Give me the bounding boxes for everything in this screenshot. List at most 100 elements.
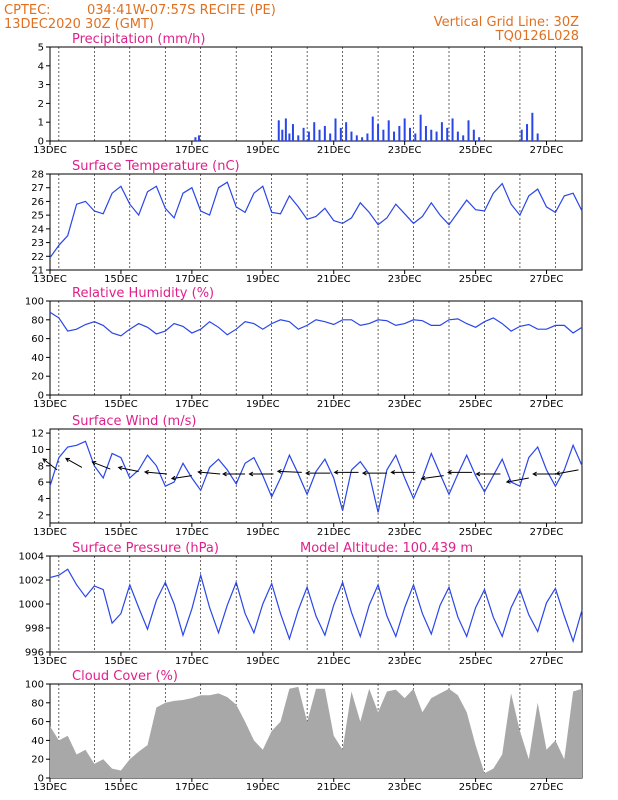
x-tick-label: 21DEC bbox=[317, 527, 351, 538]
x-tick-label: 15DEC bbox=[104, 274, 138, 285]
y-tick-label: 40 bbox=[31, 353, 44, 364]
precip-bar bbox=[430, 129, 433, 141]
x-tick-label: 17DEC bbox=[175, 527, 209, 538]
y-tick-label: 100 bbox=[25, 680, 44, 691]
precip-bar bbox=[393, 131, 396, 141]
x-tick-label: 13DEC bbox=[33, 527, 67, 538]
y-tick-label: 10 bbox=[31, 445, 44, 456]
y-tick-label: 80 bbox=[31, 698, 44, 709]
precip-bar bbox=[345, 122, 348, 141]
wind-arrow bbox=[91, 461, 111, 470]
x-tick-label: 17DEC bbox=[175, 399, 209, 410]
x-tick-label: 13DEC bbox=[33, 274, 67, 285]
wind-arrow bbox=[333, 469, 359, 475]
precip-bar bbox=[478, 137, 481, 141]
panel-2: 0 20 40 60 80 100 13DEC 15DEC 17DEC 19DEC 21DEC 23D… bbox=[25, 286, 583, 410]
y-tick-label: 23 bbox=[31, 238, 44, 249]
precip-bar bbox=[350, 131, 353, 141]
x-tick-label: 21DEC bbox=[317, 399, 351, 410]
y-tick-label: 0 bbox=[38, 137, 44, 148]
y-tick-label: 100 bbox=[25, 297, 44, 308]
panel-frame bbox=[49, 428, 583, 524]
precip-bar bbox=[277, 120, 280, 141]
y-tick-label: 1002 bbox=[19, 576, 44, 587]
y-tick-label: 60 bbox=[31, 717, 44, 728]
header-grid-label: Vertical Grid Line: 30Z bbox=[434, 15, 579, 30]
precip-bar bbox=[288, 133, 291, 141]
x-tick-label: 27DEC bbox=[530, 399, 564, 410]
y-tick-label: 80 bbox=[31, 315, 44, 326]
y-tick-label: 1 bbox=[38, 118, 44, 129]
x-tick-label: 15DEC bbox=[104, 527, 138, 538]
precip-bar bbox=[194, 137, 197, 141]
y-tick-label: 12 bbox=[31, 429, 44, 440]
wind-arrow bbox=[420, 475, 444, 481]
y-tick-label: 1004 bbox=[19, 552, 44, 563]
y-tick-label: 25 bbox=[31, 211, 44, 222]
x-tick-label: 23DEC bbox=[388, 145, 422, 156]
x-tick-label: 13DEC bbox=[33, 656, 67, 667]
precip-bar bbox=[424, 125, 427, 141]
precip-bar bbox=[462, 135, 465, 141]
y-tick-label: 60 bbox=[31, 334, 44, 345]
wind-arrow bbox=[170, 475, 192, 481]
y-tick-label: 8 bbox=[38, 461, 44, 472]
precip-bar bbox=[377, 124, 380, 141]
precip-bar bbox=[291, 124, 294, 141]
panel-annotation: Model Altitude: 100.439 m bbox=[300, 541, 473, 556]
y-tick-label: 996 bbox=[25, 648, 44, 659]
x-tick-label: 17DEC bbox=[175, 782, 209, 793]
y-tick-label: 20 bbox=[31, 755, 44, 766]
y-tick-label: 26 bbox=[31, 197, 44, 208]
panel-title: Precipitation (mm/h) bbox=[72, 32, 205, 47]
panel-3: 2 4 6 8 10 12 13DEC 15DEC 17DEC 19DEC 21DEC 23DEC 25… bbox=[31, 414, 583, 538]
x-tick-label: 27DEC bbox=[530, 782, 564, 793]
precip-bar bbox=[318, 129, 321, 141]
precip-bar bbox=[467, 120, 470, 141]
precip-bar bbox=[398, 125, 401, 141]
x-tick-label: 25DEC bbox=[459, 782, 493, 793]
x-tick-label: 17DEC bbox=[175, 145, 209, 156]
x-tick-label: 15DEC bbox=[104, 145, 138, 156]
precip-bar bbox=[197, 135, 200, 141]
precip-bar bbox=[520, 129, 523, 141]
y-tick-label: 4 bbox=[38, 61, 44, 72]
y-tick-label: 0 bbox=[38, 391, 44, 402]
x-tick-label: 23DEC bbox=[388, 399, 422, 410]
wind-arrow bbox=[197, 469, 221, 475]
panel-title: Cloud Cover (%) bbox=[72, 669, 178, 684]
panel-5: 0 20 40 60 80 100 13DEC 15DEC 17DEC 19DEC 21DEC 23D… bbox=[25, 669, 583, 793]
wind-arrow bbox=[390, 469, 416, 475]
panel-4: 996 998 1000 1002 1004 13DEC 15DEC 17DEC 19DEC 21… bbox=[19, 541, 583, 667]
y-tick-label: 2 bbox=[38, 99, 44, 110]
x-tick-label: 23DEC bbox=[388, 656, 422, 667]
x-tick-label: 21DEC bbox=[317, 145, 351, 156]
precip-bar bbox=[382, 129, 385, 141]
y-tick-label: 28 bbox=[31, 170, 44, 181]
precip-bar bbox=[414, 133, 417, 141]
y-tick-label: 40 bbox=[31, 736, 44, 747]
x-tick-label: 27DEC bbox=[530, 527, 564, 538]
y-tick-label: 1000 bbox=[19, 600, 44, 611]
wind-arrow bbox=[447, 469, 473, 475]
precip-bar bbox=[329, 133, 332, 141]
precip-bar bbox=[313, 122, 316, 141]
x-tick-label: 25DEC bbox=[459, 145, 493, 156]
panel-title: Relative Humidity (%) bbox=[72, 286, 214, 301]
y-tick-label: 20 bbox=[31, 372, 44, 383]
series-line bbox=[49, 181, 583, 259]
y-tick-label: 22 bbox=[31, 252, 44, 263]
wind-arrow bbox=[42, 458, 58, 471]
x-tick-label: 25DEC bbox=[459, 527, 493, 538]
cloud-cover-area bbox=[50, 686, 582, 778]
x-tick-label: 19DEC bbox=[246, 399, 280, 410]
x-tick-label: 23DEC bbox=[388, 274, 422, 285]
wind-arrow bbox=[505, 477, 529, 484]
panel-title: Surface Wind (m/s) bbox=[72, 414, 196, 429]
precip-bar bbox=[435, 131, 438, 141]
wind-arrow bbox=[144, 469, 168, 475]
x-tick-label: 17DEC bbox=[175, 274, 209, 285]
precip-bar bbox=[472, 129, 475, 141]
precip-bar bbox=[339, 127, 342, 141]
y-tick-label: 21 bbox=[31, 266, 44, 277]
